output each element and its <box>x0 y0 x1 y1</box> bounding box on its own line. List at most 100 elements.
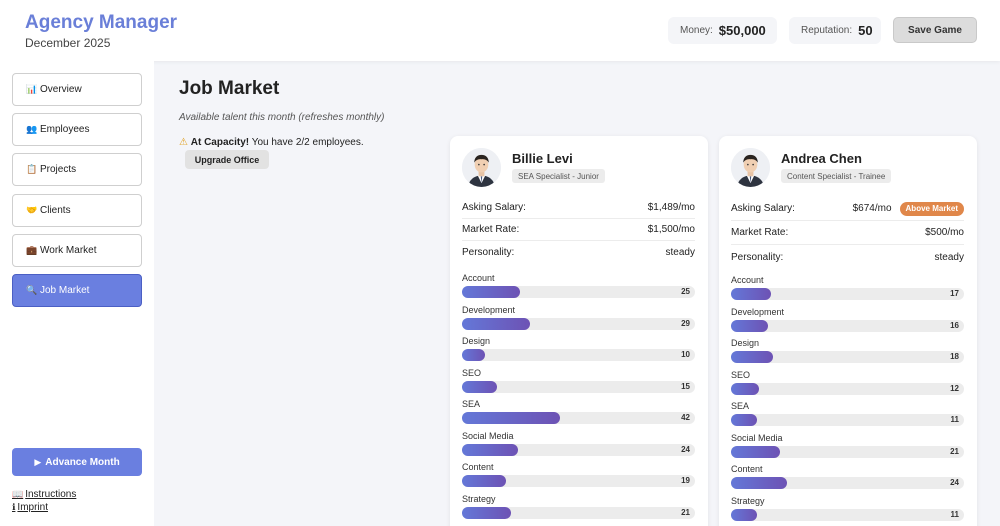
capacity-strong: At Capacity! <box>190 137 250 148</box>
skill-bar-fill <box>731 477 787 489</box>
skill-label: Design <box>462 336 491 346</box>
page-subtitle: Available talent this month (refreshes m… <box>179 112 385 123</box>
candidate-name: Billie Levi <box>512 151 573 166</box>
sidebar-item-projects[interactable]: 📋 Projects <box>12 153 142 187</box>
capacity-warning: ⚠ At Capacity! You have 2/2 employees. <box>179 137 364 148</box>
skill-bar-fill <box>731 319 769 332</box>
skill-bar: 21 <box>462 506 695 519</box>
row-label: Personality: <box>731 251 784 263</box>
book-icon: 📖 <box>12 489 24 499</box>
current-date: December 2025 <box>25 36 111 50</box>
money-value: $50,000 <box>718 23 766 38</box>
skill-value: 21 <box>681 507 690 517</box>
row-value-text: $1,500/mo <box>647 224 695 235</box>
reputation-label: Reputation: <box>801 25 853 36</box>
money-label: Money: <box>680 25 713 36</box>
sidebar-item-label: Clients <box>40 204 71 216</box>
skill-value: 12 <box>950 383 959 393</box>
sidebar-item-clients[interactable]: 🤝 Clients <box>12 193 142 227</box>
skill-bar-fill <box>462 286 521 298</box>
money-stat: Money: $50,000 <box>668 17 777 44</box>
people-icon: 👥 <box>26 124 38 135</box>
skill-bar: 25 <box>462 286 695 298</box>
personality-row: Personality: steady <box>731 245 964 269</box>
skill-bar: 21 <box>731 445 964 458</box>
skill-bar: 15 <box>462 380 695 393</box>
avatar <box>462 148 501 187</box>
skill-label: Social Media <box>731 432 783 443</box>
skill-value: 10 <box>681 350 690 359</box>
upgrade-office-button[interactable]: Upgrade Office <box>185 150 269 169</box>
skill-value: 18 <box>950 352 959 361</box>
skill-bar-fill <box>462 349 486 361</box>
skill-label: Development <box>731 306 785 317</box>
asking-salary-row: Asking Salary: $1,489/mo <box>462 197 695 219</box>
skill-bar-fill <box>462 475 507 487</box>
sidebar-item-employees[interactable]: 👥 Employees <box>12 113 142 147</box>
avatar <box>731 148 770 187</box>
skill-bar-fill <box>731 508 757 521</box>
skill-bar: 11 <box>731 414 964 426</box>
skill-bar: 42 <box>462 412 695 424</box>
skill-label: Social Media <box>462 430 514 441</box>
skill-value: 25 <box>681 287 690 296</box>
market-rate-row: Market Rate: $1,500/mo <box>462 219 695 241</box>
row-label: Market Rate: <box>462 224 520 235</box>
candidate-name: Andrea Chen <box>781 151 862 166</box>
sidebar-item-overview[interactable]: 📊 Overview <box>12 73 142 106</box>
skill-label: Design <box>731 338 760 348</box>
imprint-label: Imprint <box>17 502 48 513</box>
imprint-link[interactable]: ℹ Imprint <box>12 502 48 513</box>
sidebar-item-label: Job Market <box>40 285 90 296</box>
person-avatar-icon <box>462 148 501 187</box>
reputation-stat: Reputation: 50 <box>789 17 881 44</box>
advance-month-button[interactable]: ▶ Advance Month <box>12 448 142 476</box>
warning-icon: ⚠ <box>179 137 188 148</box>
sidebar-item-label: Projects <box>40 164 77 176</box>
row-label: Asking Salary: <box>462 202 526 213</box>
skill-bar: 29 <box>462 317 695 330</box>
sidebar-item-label: Employees <box>40 124 90 136</box>
skill-bar-fill <box>731 351 773 363</box>
skill-value: 15 <box>681 381 690 391</box>
skill-bar-fill <box>462 412 560 424</box>
skill-bar: 17 <box>731 288 964 300</box>
row-value: steady <box>935 252 964 263</box>
skill-value: 16 <box>950 320 959 330</box>
skill-label: SEA <box>731 401 750 411</box>
above-market-badge: Above Market <box>899 201 964 216</box>
skill-label: SEO <box>731 369 751 380</box>
skill-value: 42 <box>681 413 690 422</box>
row-value-text: steady <box>665 246 695 258</box>
skill-label: SEO <box>462 367 482 378</box>
advance-month-label: Advance Month <box>45 456 120 468</box>
personality-row: Personality: steady <box>462 241 695 263</box>
chart-icon: 📊 <box>26 84 38 94</box>
app-title: Agency Manager <box>25 12 178 33</box>
skill-bar-fill <box>462 443 518 456</box>
row-value-text: $500/mo <box>925 227 964 238</box>
skill-value: 11 <box>950 509 959 519</box>
candidate-card: Andrea Chen Content Specialist - Trainee A… <box>719 136 977 526</box>
skill-label: Account <box>731 275 764 285</box>
skill-bar-fill <box>731 382 759 395</box>
skill-bar: 12 <box>731 382 964 395</box>
skill-label: SEA <box>462 399 481 409</box>
row-value-text: steady <box>934 251 964 263</box>
market-rate-row: Market Rate: $500/mo <box>731 221 964 245</box>
sidebar-item-work-market[interactable]: 💼 Work Market <box>12 233 142 267</box>
sidebar-item-job-market[interactable]: 🔍 Job Market <box>12 274 142 307</box>
skill-label: Development <box>462 304 516 315</box>
skill-value: 24 <box>681 444 690 454</box>
briefcase-icon: 💼 <box>26 244 38 255</box>
candidate-card: Billie Levi SEA Specialist - Junior Asking… <box>450 136 708 526</box>
skill-label: Account <box>462 273 495 283</box>
save-game-button[interactable]: Save Game <box>893 17 977 43</box>
skill-label: Strategy <box>731 495 765 506</box>
skill-value: 17 <box>950 289 959 298</box>
top-header: Agency Manager December 2025 Money: $50,… <box>0 0 1000 61</box>
skill-bar-fill <box>462 317 530 330</box>
skill-bar: 19 <box>462 475 695 487</box>
instructions-link[interactable]: 📖 Instructions <box>12 489 76 500</box>
skill-bar: 24 <box>462 443 695 456</box>
